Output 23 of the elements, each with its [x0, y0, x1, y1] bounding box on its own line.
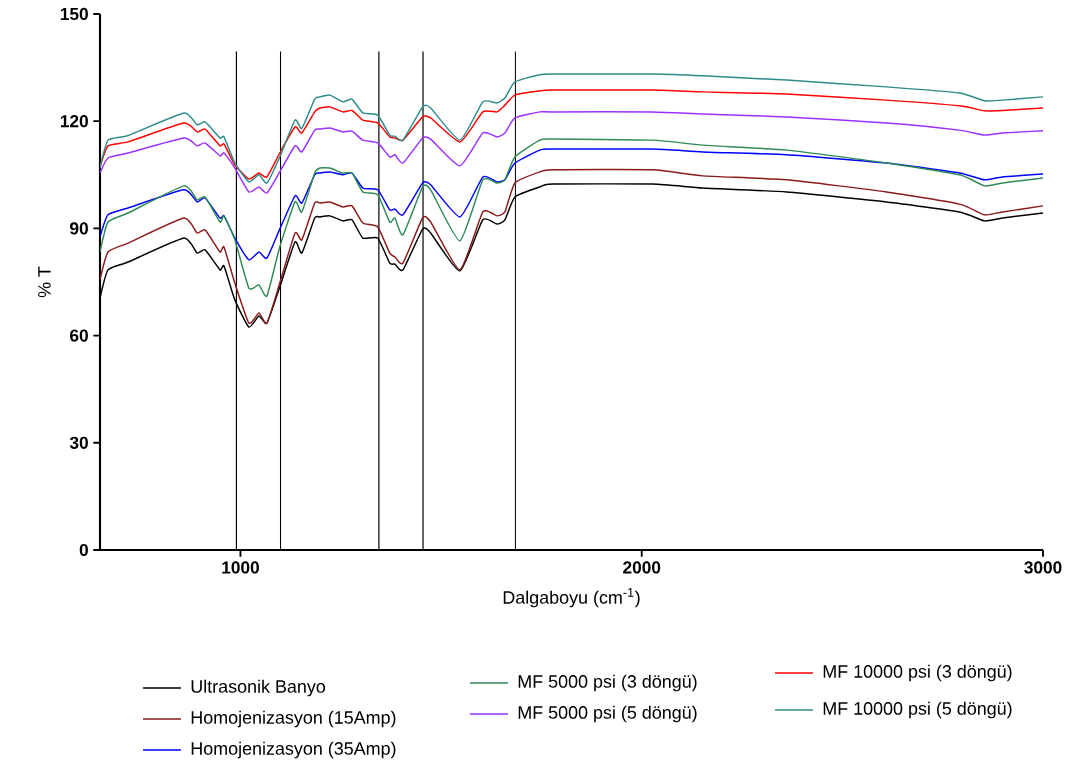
- legend-label: Homojenizasyon (35Amp): [191, 741, 396, 759]
- x-axis-title: Dalgaboyu (cm$^{-1}$): [503, 588, 640, 608]
- line-series: [100, 148, 1044, 261]
- line-series: [100, 73, 1044, 184]
- legend-label: MF 10000 psi (3 döngü): [823, 664, 1012, 682]
- y-tick-label: 30: [69, 436, 88, 449]
- y-tick-label: 150: [60, 7, 88, 21]
- line-series: [100, 89, 1044, 180]
- line-series: [100, 138, 1044, 298]
- y-tick-label: 0: [79, 543, 88, 557]
- legend-label: Ultrasonik Banyo: [191, 679, 326, 697]
- x-tick-label: 3000: [1024, 561, 1062, 574]
- line-series: [100, 111, 1044, 194]
- y-axis-title: % T: [38, 266, 51, 298]
- x-tick-label: 1000: [222, 561, 259, 574]
- legend-label: Homojenizasyon (15Amp): [191, 710, 396, 728]
- y-tick-label: 90: [70, 222, 88, 235]
- y-tick-label: 60: [70, 329, 88, 342]
- legend-label: MF 5000 psi (5 döngü): [518, 705, 697, 723]
- legend-label: MF 10000 psi (5 döngü): [823, 701, 1012, 719]
- x-tick-label: 2000: [623, 561, 661, 574]
- y-tick-label: 120: [60, 115, 88, 128]
- legend-label: MF 5000 psi (3 döngü): [518, 674, 697, 692]
